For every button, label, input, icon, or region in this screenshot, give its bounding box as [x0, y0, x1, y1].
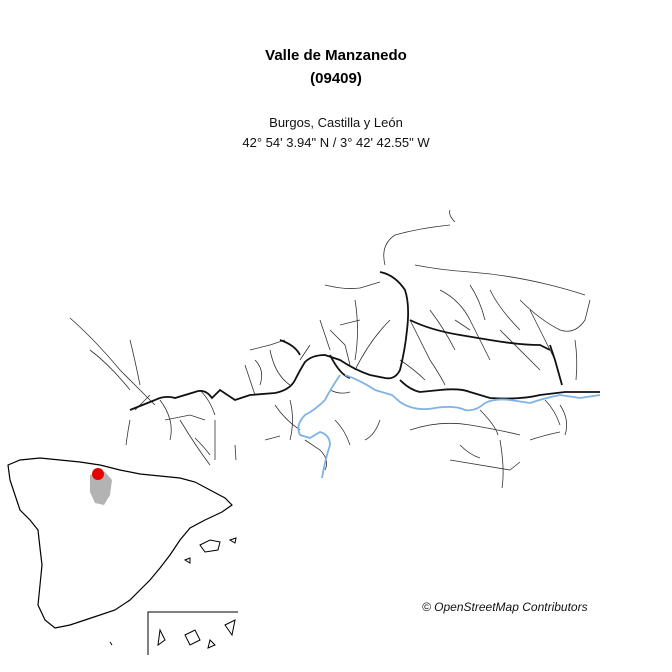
province-highlight — [90, 472, 112, 505]
map-title: Valle de Manzanedo — [265, 47, 407, 64]
minor-roads — [69, 209, 591, 489]
locator-map — [7, 457, 238, 655]
spain-outline — [7, 457, 233, 629]
river — [297, 374, 601, 479]
attribution-text: © OpenStreetMap Contributors — [422, 600, 588, 614]
municipality-code: (09409) — [310, 70, 362, 87]
canary-inset — [109, 611, 238, 655]
main-roads — [129, 271, 600, 411]
balearic-islands — [183, 537, 237, 564]
region-label: Burgos, Castilla y León — [269, 115, 403, 130]
location-marker — [92, 468, 104, 480]
coordinates-label: 42° 54' 3.94" N / 3° 42' 42.55" W — [242, 135, 430, 150]
